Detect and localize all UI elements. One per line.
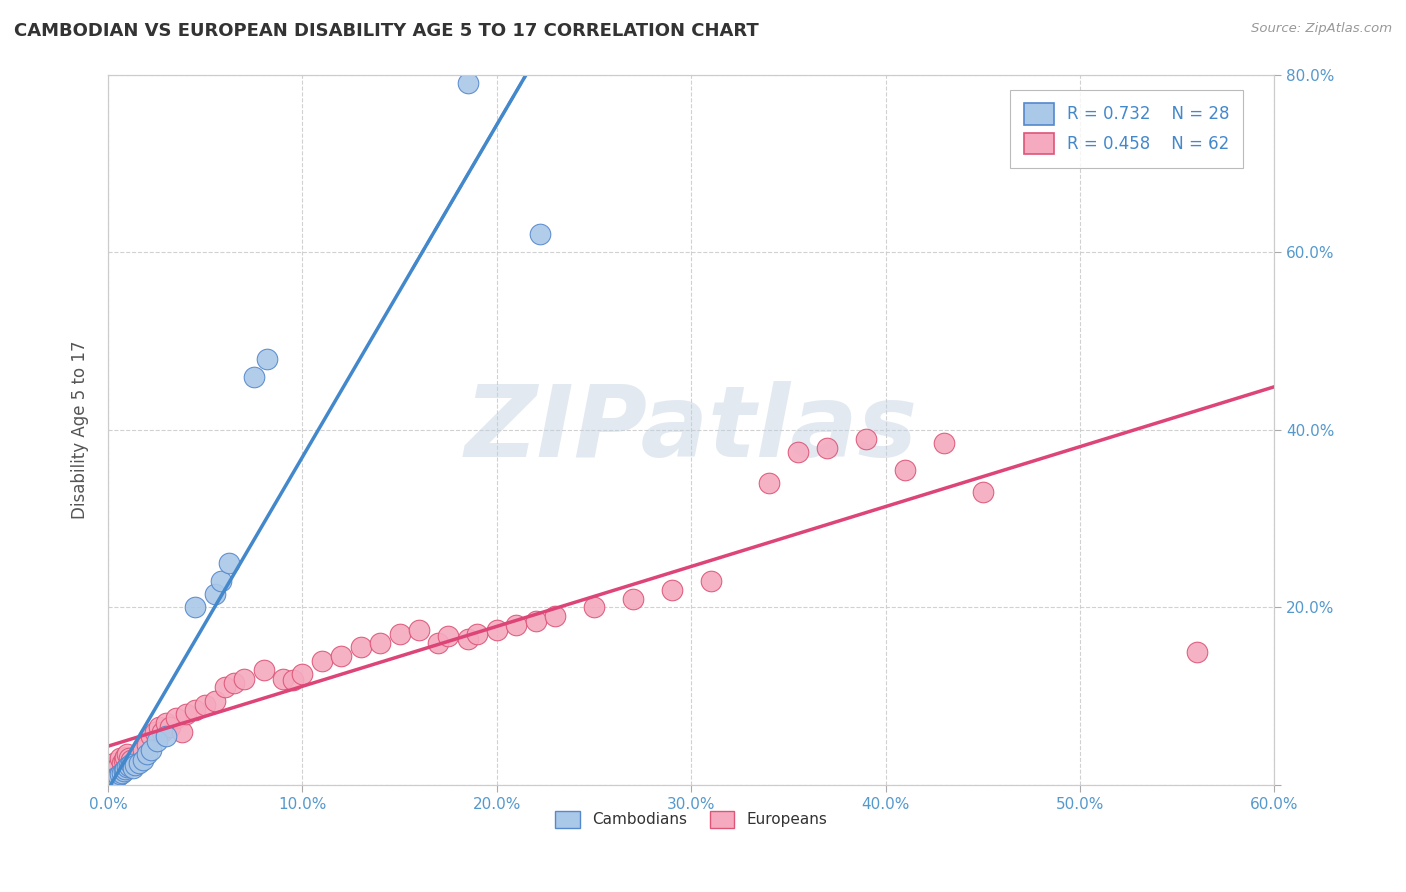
Point <box>103 756 125 770</box>
Point <box>427 636 450 650</box>
Point <box>120 756 142 771</box>
Point <box>330 649 353 664</box>
Text: ZIPatlas: ZIPatlas <box>464 381 918 478</box>
Point <box>621 591 644 606</box>
Point <box>233 672 256 686</box>
Point <box>98 760 121 774</box>
Point <box>112 764 135 778</box>
Point <box>139 729 162 743</box>
Point <box>112 753 135 767</box>
Point <box>311 654 333 668</box>
Point <box>457 632 479 646</box>
Point <box>122 761 145 775</box>
Point <box>114 749 136 764</box>
Point <box>132 753 155 767</box>
Point <box>291 667 314 681</box>
Point <box>101 764 124 779</box>
Point <box>485 623 508 637</box>
Point <box>108 767 131 781</box>
Point <box>467 627 489 641</box>
Point <box>204 694 226 708</box>
Point <box>128 756 150 770</box>
Point <box>135 747 157 761</box>
Point <box>114 762 136 776</box>
Point <box>699 574 721 588</box>
Point <box>855 432 877 446</box>
Point <box>104 762 127 776</box>
Point <box>894 463 917 477</box>
Point <box>107 758 129 772</box>
Point <box>388 627 411 641</box>
Point <box>787 445 810 459</box>
Point <box>972 485 994 500</box>
Point <box>148 720 170 734</box>
Point <box>932 436 955 450</box>
Point <box>271 672 294 686</box>
Y-axis label: Disability Age 5 to 17: Disability Age 5 to 17 <box>72 341 89 519</box>
Point <box>457 77 479 91</box>
Point <box>104 770 127 784</box>
Point <box>155 729 177 743</box>
Point <box>505 618 527 632</box>
Point <box>120 753 142 767</box>
Point <box>107 769 129 783</box>
Point <box>544 609 567 624</box>
Point <box>815 441 838 455</box>
Point <box>145 733 167 747</box>
Point <box>524 614 547 628</box>
Point <box>170 724 193 739</box>
Point <box>118 758 141 772</box>
Point <box>108 751 131 765</box>
Point <box>209 574 232 588</box>
Point <box>117 747 139 761</box>
Point <box>139 742 162 756</box>
Point <box>252 663 274 677</box>
Point <box>122 756 145 770</box>
Point <box>165 711 187 725</box>
Point <box>194 698 217 713</box>
Point <box>256 351 278 366</box>
Legend: Cambodians, Europeans: Cambodians, Europeans <box>550 805 834 834</box>
Point <box>758 476 780 491</box>
Point <box>174 706 197 721</box>
Point <box>1185 645 1208 659</box>
Point <box>368 636 391 650</box>
Point <box>110 756 132 770</box>
Point <box>661 582 683 597</box>
Point <box>110 765 132 780</box>
Point <box>155 715 177 730</box>
Point <box>135 738 157 752</box>
Text: CAMBODIAN VS EUROPEAN DISABILITY AGE 5 TO 17 CORRELATION CHART: CAMBODIAN VS EUROPEAN DISABILITY AGE 5 T… <box>14 22 759 40</box>
Point <box>529 227 551 242</box>
Point <box>350 640 373 655</box>
Point <box>132 742 155 756</box>
Point <box>118 751 141 765</box>
Point <box>152 724 174 739</box>
Point <box>117 760 139 774</box>
Point <box>98 774 121 789</box>
Point <box>214 681 236 695</box>
Point <box>204 587 226 601</box>
Point <box>218 556 240 570</box>
Point <box>281 673 304 688</box>
Point <box>582 600 605 615</box>
Point <box>124 757 146 772</box>
Point <box>101 773 124 788</box>
Point <box>243 369 266 384</box>
Point <box>184 600 207 615</box>
Point <box>224 676 246 690</box>
Point <box>184 703 207 717</box>
Point <box>437 629 460 643</box>
Point <box>408 623 430 637</box>
Point <box>159 720 181 734</box>
Point <box>128 747 150 761</box>
Point <box>127 751 149 765</box>
Text: Source: ZipAtlas.com: Source: ZipAtlas.com <box>1251 22 1392 36</box>
Point <box>103 772 125 786</box>
Point <box>143 724 166 739</box>
